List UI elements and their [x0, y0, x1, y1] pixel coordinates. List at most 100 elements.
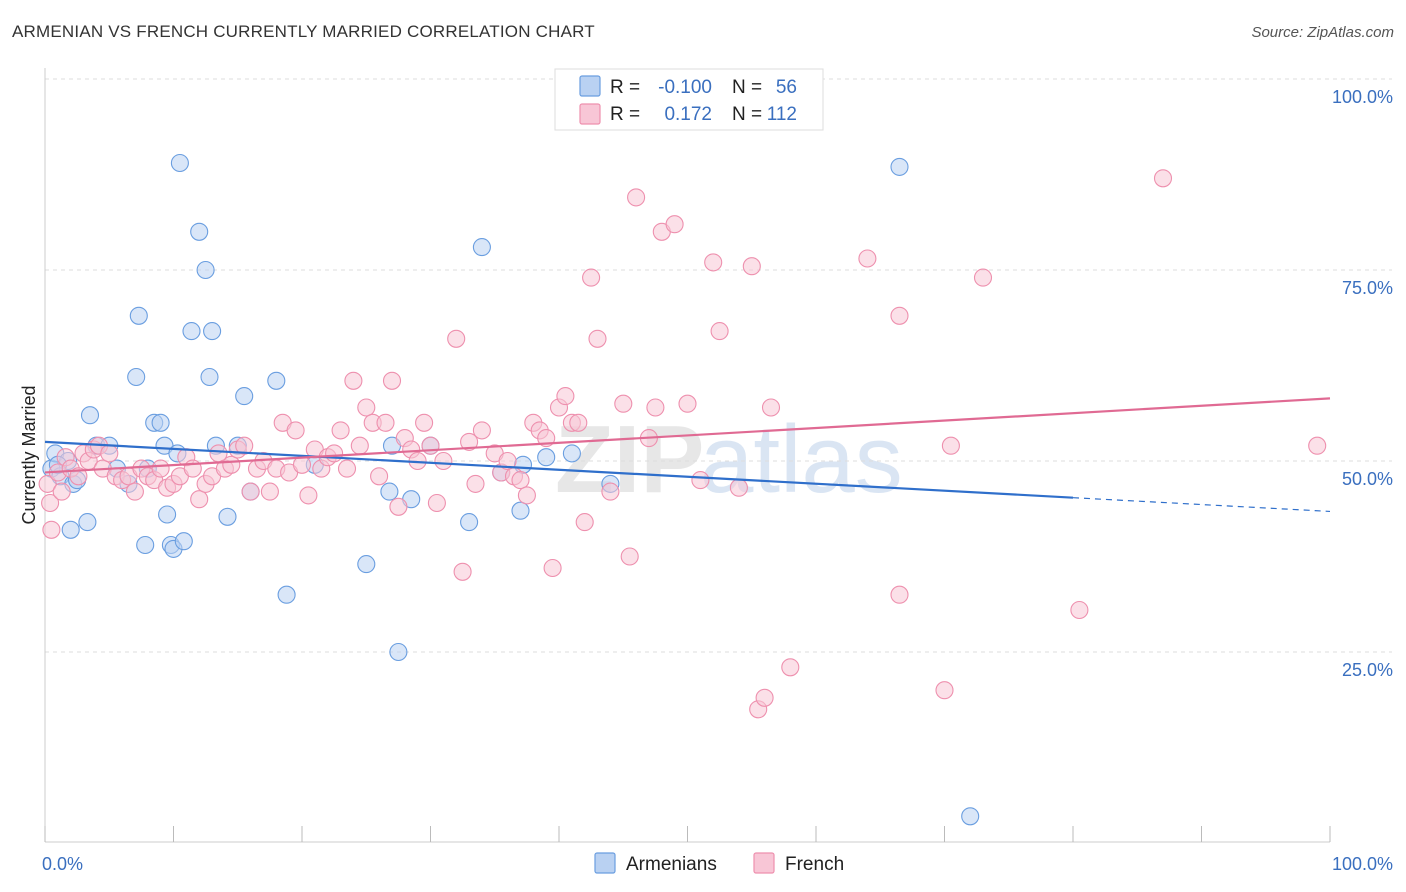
axes	[44, 68, 1331, 843]
armenians-point-6	[78, 513, 97, 532]
x-tick-label-left: 0.0%	[42, 854, 83, 874]
french-point-27	[190, 490, 209, 509]
french-point-17	[125, 482, 144, 501]
armenians-point-47	[511, 501, 530, 520]
y-tick-label-100: 100.0%	[1332, 87, 1393, 107]
stats-r-label-french: R =	[610, 104, 640, 125]
french-point-93	[646, 398, 665, 417]
armenians-point-45	[472, 238, 491, 257]
armenians-point-50	[562, 444, 581, 463]
armenians-point-24	[174, 532, 193, 551]
stats-n-label-armenians: N =	[732, 77, 762, 98]
french-point-55	[370, 467, 389, 486]
french-point-51	[344, 371, 363, 390]
french-point-87	[588, 329, 607, 348]
french-point-73	[498, 451, 517, 471]
french-point-104	[761, 398, 781, 417]
gridlines	[45, 78, 1392, 653]
armenians-point-39	[380, 482, 399, 501]
french-point-58	[389, 497, 408, 516]
french-point-50	[337, 459, 357, 478]
french-point-107	[890, 585, 909, 604]
y-tick-label-75: 75.0%	[1342, 278, 1393, 298]
french-point-86	[582, 268, 601, 287]
armenians-point-23	[170, 153, 189, 173]
stats-r-value-armenians: -0.100	[658, 77, 712, 98]
stats-legend-swatch-armenians	[579, 75, 601, 97]
french-point-96	[678, 394, 697, 413]
armenians-point-28	[200, 367, 219, 387]
points-layer	[38, 153, 1327, 826]
french-point-82	[556, 387, 575, 406]
french-point-98	[704, 253, 723, 272]
armenians-point-44	[460, 513, 479, 532]
french-point-4	[52, 482, 71, 501]
french-point-34	[235, 436, 254, 455]
french-point-75	[511, 471, 530, 490]
y-tick-label-50: 50.0%	[1342, 469, 1393, 489]
french-point-67	[453, 562, 472, 581]
series-french	[38, 169, 1327, 719]
french-point-1	[41, 493, 60, 513]
trend-layer	[44, 397, 1331, 513]
armenians-point-54	[61, 520, 80, 539]
armenians-point-33	[235, 387, 254, 406]
legend-swatch-armenians	[594, 852, 616, 874]
armenians-point-41	[389, 642, 408, 662]
french-point-21	[151, 459, 170, 478]
french-point-97	[691, 471, 710, 490]
stats-n-value-french: 112	[767, 104, 797, 125]
stats-r-label-armenians: R =	[610, 77, 640, 98]
watermark-atlas: atlas	[700, 406, 903, 513]
y-tick-labels: 25.0% 50.0% 75.0% 100.0%	[1332, 87, 1393, 680]
french-point-65	[434, 451, 453, 471]
armenians-point-25	[182, 322, 201, 341]
armenians-point-35	[267, 371, 286, 390]
armenians-point-49	[537, 448, 556, 467]
french-point-38	[260, 482, 279, 501]
armenians-point-53	[961, 807, 980, 826]
french-point-56	[376, 413, 395, 432]
french-point-0	[38, 474, 57, 493]
french-point-84	[569, 413, 588, 432]
french-point-32	[222, 455, 241, 474]
french-point-91	[627, 188, 646, 207]
french-point-57	[382, 371, 402, 390]
armenians-trend-extension	[1072, 497, 1331, 513]
french-point-68	[460, 432, 479, 451]
french-point-110	[941, 436, 960, 455]
french-point-108	[890, 306, 909, 325]
armenians-point-29	[203, 322, 222, 341]
armenians-point-26	[190, 222, 209, 241]
french-point-42	[286, 421, 305, 440]
y-axis-title: Currently Married	[19, 385, 39, 524]
french-point-66	[447, 329, 466, 348]
french-point-114	[1308, 436, 1327, 455]
french-point-109	[935, 681, 954, 700]
stats-n-label-french: N =	[732, 104, 762, 125]
french-point-111	[973, 268, 993, 287]
y-tick-label-25: 25.0%	[1342, 660, 1393, 680]
french-point-106	[858, 249, 877, 268]
french-point-49	[331, 421, 350, 440]
watermark: ZIP atlas	[555, 406, 903, 513]
stats-legend: R = -0.100 N = 56 R = 0.172 N = 112	[554, 68, 824, 131]
french-point-112	[1070, 600, 1089, 620]
chart-title: ARMENIAN VS FRENCH CURRENTLY MARRIED COR…	[12, 22, 595, 41]
x-tick-label-right: 100.0%	[1332, 854, 1393, 874]
armenians-point-14	[136, 535, 155, 555]
french-point-62	[415, 413, 434, 432]
legend-label-armenians: Armenians	[626, 854, 717, 875]
french-point-64	[427, 493, 446, 513]
stats-legend-swatch-french	[579, 103, 601, 125]
french-point-105	[781, 658, 800, 677]
french-point-95	[665, 215, 684, 234]
armenians-point-17	[151, 413, 170, 432]
french-point-85	[575, 513, 594, 532]
french-point-70	[472, 421, 491, 440]
french-point-88	[601, 482, 620, 501]
armenians-point-12	[127, 367, 146, 387]
armenians-point-13	[129, 306, 148, 325]
series-legend: Armenians French	[594, 852, 844, 875]
